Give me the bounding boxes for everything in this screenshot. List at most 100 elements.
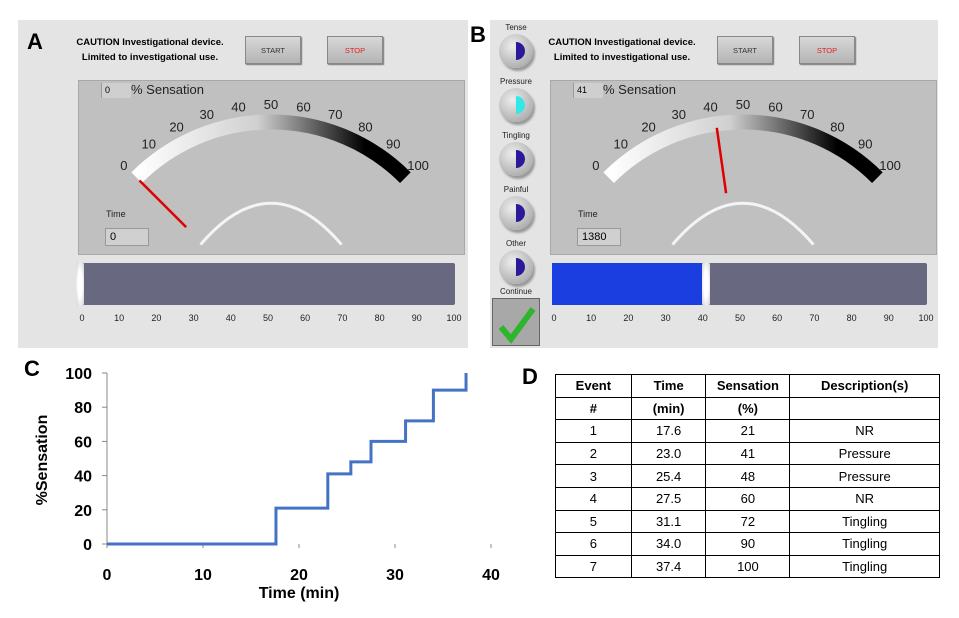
table-cell: 100	[705, 554, 791, 579]
table-cell: Tingling	[789, 532, 940, 556]
x-tick-label: 40	[482, 567, 500, 584]
slider-fill	[552, 263, 706, 305]
header-cell: Event	[555, 374, 632, 398]
slider-tick-label: 40	[697, 313, 708, 323]
table-cell: 17.6	[630, 419, 707, 443]
indicator-light-icon	[499, 196, 533, 230]
gauge-tick-label: 0	[120, 158, 127, 173]
table-cell: Pressure	[789, 441, 940, 466]
slider-tick-label: 80	[374, 313, 385, 323]
start-button[interactable]: START	[717, 36, 773, 64]
slider-tick-label: 50	[734, 313, 746, 323]
gauge-tick-label: 60	[296, 100, 310, 115]
table-cell: 90	[705, 532, 791, 556]
table-cell: 2	[555, 441, 632, 466]
continue-button[interactable]	[492, 298, 540, 346]
table-cell: 4	[555, 486, 632, 511]
indicator-pressure[interactable]: Pressure	[497, 77, 535, 122]
header-cell	[789, 396, 940, 421]
gauge-scale-arc	[131, 114, 411, 183]
gauge-tick-label: 60	[768, 100, 782, 115]
caution-text: CAUTION Investigational device. Limited t…	[55, 35, 245, 65]
table-cell: 6	[555, 532, 632, 556]
gauge-tick-label: 90	[386, 137, 400, 152]
stop-button[interactable]: STOP	[799, 36, 855, 64]
slider-tick-label: 10	[114, 313, 125, 323]
slider-tick-label: 20	[151, 313, 162, 323]
table-cell: 27.5	[630, 486, 707, 511]
table-header-row: Event Time Sensation Description(s)	[555, 374, 940, 398]
slider-tick-label: 60	[300, 313, 311, 323]
events-table: Event Time Sensation Description(s) # (min) (%…	[555, 374, 940, 579]
table-cell: 25.4	[630, 464, 707, 488]
slider-thumb[interactable]	[76, 261, 84, 307]
table-cell: 3	[555, 464, 632, 488]
indicator-label: Other	[505, 239, 526, 248]
gauge-tick-label: 20	[641, 120, 655, 135]
indicator-tingling[interactable]: Tingling	[497, 131, 535, 176]
table-cell: 23.0	[630, 441, 707, 466]
slider-tick-label: 100	[918, 313, 934, 323]
gauge-tick-label: 90	[858, 137, 872, 152]
header-cell: #	[555, 396, 632, 421]
header-cell: Description(s)	[789, 374, 940, 398]
indicator-label: Tense	[505, 23, 527, 32]
gauge-needle	[715, 127, 728, 194]
sensation-slider[interactable]	[76, 261, 455, 307]
gauge-needle	[138, 179, 188, 229]
table-cell: NR	[789, 486, 940, 511]
slider-tick-label: 100	[446, 313, 462, 323]
time-label: Time	[106, 209, 126, 219]
slider-tick-label: 90	[883, 313, 894, 323]
sensation-gauge: 41 % Sensation Time 1380 0 10 20 30 40 50 60 70…	[550, 80, 937, 255]
gauge-tick-label: 30	[199, 107, 213, 122]
panel-label-a: A	[27, 29, 43, 54]
table-row: 5 31.1 72 Tingling	[555, 509, 940, 534]
header-cell: (min)	[630, 396, 707, 421]
caution-line-2: Limited to investigational use.	[553, 52, 691, 63]
gauge-tick-label: 50	[736, 97, 750, 112]
slider-tick-label: 30	[660, 313, 671, 323]
gauge-tick-label: 0	[592, 158, 599, 173]
time-value: 1380	[577, 228, 621, 246]
sensation-value: 0	[101, 83, 131, 98]
gauge-tick-label: 100	[879, 158, 901, 173]
slider-tick-label: 10	[586, 313, 597, 323]
table-row: 2 23.0 41 Pressure	[555, 441, 940, 466]
table-cell: Pressure	[789, 464, 940, 488]
gauge-tick-label: 50	[264, 97, 278, 112]
indicator-light-icon	[499, 34, 533, 68]
slider-thumb[interactable]	[701, 261, 710, 307]
slider-tick-label: 90	[411, 313, 422, 323]
table-cell: 31.1	[630, 509, 707, 534]
indicator-light-icon	[499, 142, 533, 176]
time-label: Time	[578, 209, 598, 219]
y-tick-label: 80	[74, 400, 92, 417]
gauge-tick-label: 80	[830, 120, 844, 135]
stop-button[interactable]: STOP	[327, 36, 383, 64]
x-tick-label: 0	[103, 567, 112, 584]
y-axis-label: %Sensation	[34, 415, 51, 506]
header-cell: Time	[630, 374, 707, 398]
gauge-tick-label: 70	[800, 107, 814, 122]
gauge-tick-label: 10	[614, 137, 628, 152]
x-tick-label: 20	[290, 567, 308, 584]
gauge-tick-label: 80	[358, 120, 372, 135]
indicator-tense[interactable]: Tense	[497, 23, 535, 68]
caution-line-2: Limited to investigational use.	[81, 52, 219, 63]
table-cell: 21	[705, 419, 791, 443]
indicator-painful[interactable]: Painful	[497, 185, 535, 230]
indicator-other[interactable]: Other	[497, 239, 535, 284]
panel-label-c: C	[24, 356, 40, 381]
table-header-row: # (min) (%)	[555, 396, 940, 421]
panel-label-b: B	[470, 22, 486, 47]
sensation-label: % Sensation	[603, 82, 676, 97]
gauge-tick-label: 40	[231, 100, 245, 115]
table-cell: NR	[789, 419, 940, 443]
start-button[interactable]: START	[245, 36, 301, 64]
table-cell: 1	[555, 419, 632, 443]
table-row: 3 25.4 48 Pressure	[555, 464, 940, 488]
slider-tick-label: 70	[809, 313, 820, 323]
sensation-slider[interactable]	[552, 261, 927, 307]
slider-tick-label: 60	[772, 313, 783, 323]
